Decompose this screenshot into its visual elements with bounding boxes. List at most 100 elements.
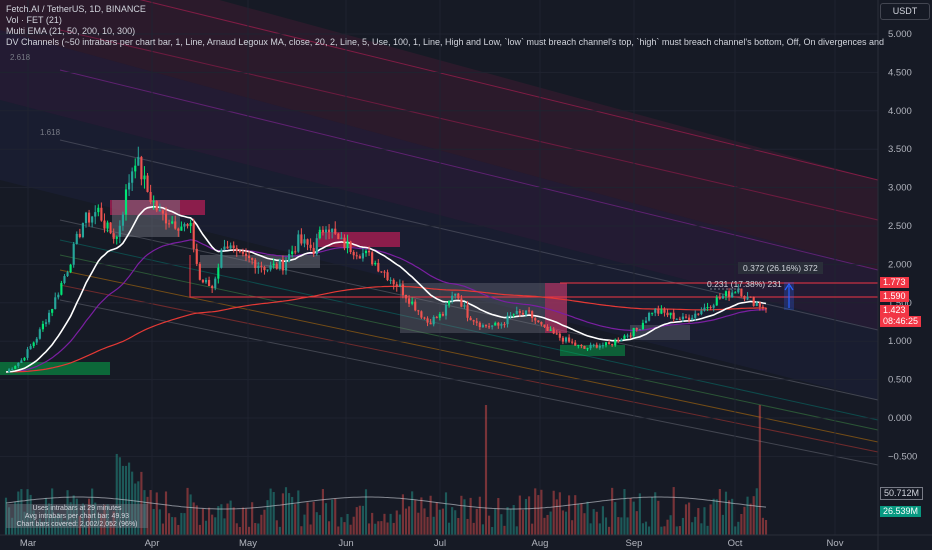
volume-bar [88, 498, 91, 535]
candle-body [281, 259, 284, 271]
volume-bar [558, 492, 561, 535]
volume-bar [601, 506, 604, 535]
channel-band [0, 30, 878, 330]
volume-bar [275, 520, 278, 535]
time-tick-label: Mar [20, 538, 36, 549]
volume-bar [152, 509, 155, 535]
candle-body [235, 248, 238, 251]
volume-bar [91, 488, 94, 535]
volume-bar [731, 498, 734, 535]
candle-body [44, 322, 48, 324]
volume-bar [334, 498, 337, 535]
volume-bar [112, 511, 115, 535]
candle-body [69, 264, 72, 273]
candles [8, 146, 768, 373]
volume-bar [84, 521, 88, 535]
volume-bar [691, 522, 694, 535]
volume-bar [278, 526, 281, 535]
volume-bar [226, 503, 229, 535]
volume-bar [583, 513, 586, 535]
dv-channels-label[interactable]: DV Channels (~50 intrabars per chart bar… [6, 37, 885, 47]
candle-body [128, 182, 131, 190]
volume-bar [574, 495, 577, 535]
candle-body [414, 301, 417, 311]
volume-bar [546, 514, 549, 535]
candle-body [540, 322, 543, 325]
candle-body [580, 344, 583, 347]
volume-indicator-label[interactable]: Vol · FET (21) [6, 15, 62, 25]
candle-body [694, 313, 697, 318]
candle-body [463, 305, 466, 307]
resistance-line [189, 255, 878, 298]
channel-line [139, 0, 879, 181]
volume-bar [72, 495, 75, 535]
volume-bar [672, 487, 675, 535]
candle-body [611, 344, 614, 346]
volume-bar [666, 519, 669, 535]
candle-body [14, 366, 17, 369]
multi-ema-label[interactable]: Multi EMA (21, 50, 200, 10, 300) [6, 26, 136, 36]
candle-body [451, 295, 454, 301]
candle-body [395, 284, 398, 287]
volume-bar [318, 515, 321, 535]
candle-body [20, 360, 23, 363]
channel-line [59, 29, 879, 221]
volume-bar [121, 465, 124, 535]
volume-bar [740, 513, 743, 535]
zone-rect [560, 345, 625, 356]
volume-bar [140, 471, 143, 535]
candle-body [248, 255, 251, 259]
candle-body [420, 311, 423, 318]
price-tag-mid: 1.590 [880, 291, 909, 302]
candle-body [595, 344, 598, 348]
volume-bar [398, 514, 401, 535]
volume-bar [472, 522, 475, 535]
candle-body [469, 317, 472, 321]
measure-arrow-head [784, 282, 794, 291]
volume-bar [20, 489, 23, 535]
volume-bar [349, 524, 352, 535]
candle-body [429, 322, 432, 325]
fib-channel-background [0, 0, 879, 466]
volume-bar [626, 517, 629, 535]
volume-bar [632, 501, 635, 535]
volume-bar [580, 503, 583, 535]
candle-body [620, 339, 623, 342]
volume-bar [337, 526, 340, 535]
currency-button[interactable]: USDT [880, 3, 930, 20]
candle-body [161, 210, 164, 214]
volume-bar [100, 513, 103, 535]
candle-body [401, 284, 404, 295]
volume-bar [515, 526, 518, 535]
volume-bar [48, 503, 51, 535]
candle-body [632, 328, 635, 337]
overlays [710, 282, 794, 310]
candle-body [617, 340, 620, 342]
volume-bar [620, 517, 623, 535]
volume-bar [380, 521, 383, 535]
volume-bar [54, 515, 57, 535]
candle-body [506, 315, 509, 325]
candle-body [509, 315, 512, 317]
volume-bar [543, 517, 546, 535]
volume-bar [214, 517, 217, 535]
volume-bar [371, 512, 374, 535]
candle-body [549, 329, 552, 331]
volume-bar [303, 514, 306, 535]
volume-bar [251, 502, 254, 535]
candle-body [432, 316, 435, 325]
candle-body [291, 251, 294, 255]
price-axis: 5.000 4.500 4.000 3.500 3.000 2.500 2.000 1.500… [877, 0, 932, 550]
price-tick-label: 2.500 [888, 221, 912, 232]
volume-bar [663, 526, 666, 535]
candle-body [715, 297, 718, 306]
volume-bar [284, 487, 288, 535]
volume-bar [392, 522, 395, 535]
volume-bar [724, 491, 728, 535]
volume-bar [684, 504, 688, 535]
volume-bar [238, 526, 241, 535]
volume-bar [97, 513, 100, 535]
candle-body [654, 309, 657, 313]
symbol-title[interactable]: Fetch.AI / TetherUS, 1D, BINANCE [6, 4, 146, 14]
